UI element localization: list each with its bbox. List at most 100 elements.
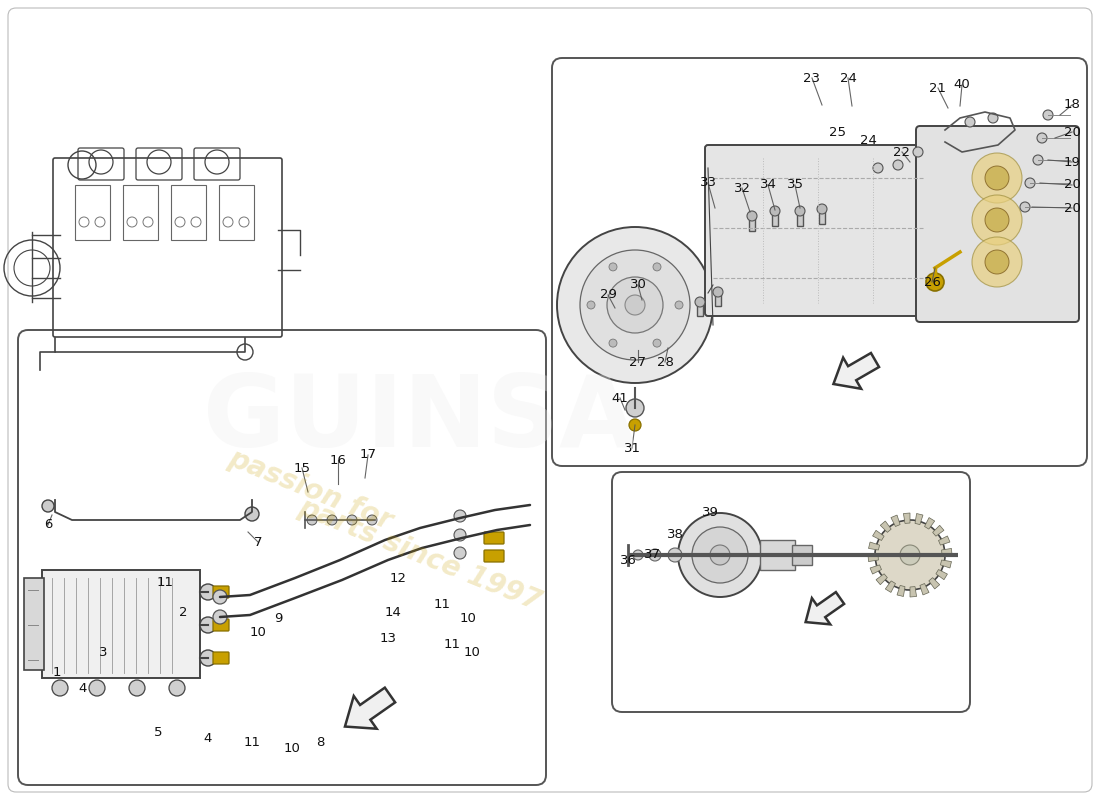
- Circle shape: [817, 204, 827, 214]
- Text: 38: 38: [667, 529, 683, 542]
- Text: 1: 1: [53, 666, 62, 678]
- Text: 21: 21: [930, 82, 946, 94]
- Bar: [219, 185, 254, 240]
- Bar: [123, 185, 158, 240]
- Circle shape: [327, 515, 337, 525]
- Text: 23: 23: [803, 71, 821, 85]
- Circle shape: [200, 650, 216, 666]
- Circle shape: [900, 545, 920, 565]
- Bar: [42, 570, 200, 678]
- Circle shape: [713, 287, 723, 297]
- Text: 11: 11: [443, 638, 461, 651]
- Circle shape: [692, 527, 748, 583]
- Circle shape: [200, 617, 216, 633]
- Text: 10: 10: [250, 626, 266, 638]
- Circle shape: [873, 163, 883, 173]
- Circle shape: [454, 529, 466, 541]
- Text: 20: 20: [1064, 178, 1080, 191]
- Text: 13: 13: [379, 631, 396, 645]
- Text: GUINSA: GUINSA: [204, 371, 637, 469]
- Polygon shape: [920, 583, 929, 595]
- Circle shape: [609, 263, 617, 271]
- Text: 20: 20: [1064, 126, 1080, 138]
- Polygon shape: [886, 581, 895, 593]
- Polygon shape: [805, 592, 844, 624]
- Circle shape: [874, 520, 945, 590]
- Text: 4: 4: [204, 731, 212, 745]
- Text: 16: 16: [330, 454, 346, 466]
- Text: 12: 12: [389, 571, 407, 585]
- Circle shape: [200, 584, 216, 600]
- Polygon shape: [940, 560, 952, 568]
- Text: 10: 10: [463, 646, 481, 658]
- Text: 29: 29: [600, 289, 616, 302]
- Text: 32: 32: [734, 182, 750, 194]
- Circle shape: [307, 515, 317, 525]
- Circle shape: [454, 547, 466, 559]
- Text: 26: 26: [924, 275, 940, 289]
- Bar: [772, 210, 778, 226]
- Circle shape: [629, 419, 641, 431]
- Polygon shape: [868, 555, 879, 562]
- Text: 10: 10: [460, 611, 476, 625]
- Text: 9: 9: [274, 611, 283, 625]
- Polygon shape: [896, 586, 905, 597]
- Polygon shape: [924, 518, 935, 529]
- Text: 20: 20: [1064, 202, 1080, 214]
- Text: 37: 37: [644, 549, 660, 562]
- Bar: [170, 185, 206, 240]
- Bar: [760, 540, 795, 570]
- Circle shape: [913, 147, 923, 157]
- Bar: [75, 185, 110, 240]
- Bar: [749, 215, 755, 231]
- FancyBboxPatch shape: [213, 652, 229, 664]
- Circle shape: [367, 515, 377, 525]
- Circle shape: [965, 117, 975, 127]
- Polygon shape: [870, 565, 881, 574]
- Bar: [820, 208, 825, 224]
- Polygon shape: [876, 574, 888, 585]
- Circle shape: [668, 548, 682, 562]
- Text: 11: 11: [433, 598, 451, 611]
- Text: 35: 35: [786, 178, 803, 191]
- Circle shape: [213, 610, 227, 624]
- Circle shape: [245, 507, 258, 521]
- Text: 28: 28: [657, 355, 673, 369]
- Circle shape: [675, 301, 683, 309]
- FancyBboxPatch shape: [213, 619, 229, 631]
- Circle shape: [972, 153, 1022, 203]
- Text: 31: 31: [624, 442, 640, 454]
- FancyBboxPatch shape: [916, 126, 1079, 322]
- Circle shape: [653, 339, 661, 347]
- Polygon shape: [938, 536, 950, 545]
- Circle shape: [695, 297, 705, 307]
- Polygon shape: [869, 542, 880, 550]
- Circle shape: [1043, 110, 1053, 120]
- Circle shape: [984, 250, 1009, 274]
- FancyBboxPatch shape: [484, 550, 504, 562]
- Text: 11: 11: [243, 735, 261, 749]
- Circle shape: [747, 211, 757, 221]
- Circle shape: [580, 250, 690, 360]
- Circle shape: [972, 195, 1022, 245]
- Circle shape: [42, 500, 54, 512]
- Polygon shape: [936, 570, 947, 580]
- Circle shape: [649, 549, 661, 561]
- Circle shape: [607, 277, 663, 333]
- Text: 24: 24: [859, 134, 877, 146]
- Circle shape: [587, 301, 595, 309]
- Text: 4: 4: [79, 682, 87, 694]
- Text: 5: 5: [154, 726, 163, 738]
- Circle shape: [52, 680, 68, 696]
- Circle shape: [972, 237, 1022, 287]
- Circle shape: [1033, 155, 1043, 165]
- Circle shape: [770, 206, 780, 216]
- Bar: [715, 290, 720, 306]
- Text: 19: 19: [1064, 155, 1080, 169]
- Circle shape: [984, 166, 1009, 190]
- Circle shape: [169, 680, 185, 696]
- Text: 3: 3: [99, 646, 108, 658]
- Circle shape: [89, 680, 104, 696]
- Circle shape: [893, 160, 903, 170]
- Circle shape: [1025, 178, 1035, 188]
